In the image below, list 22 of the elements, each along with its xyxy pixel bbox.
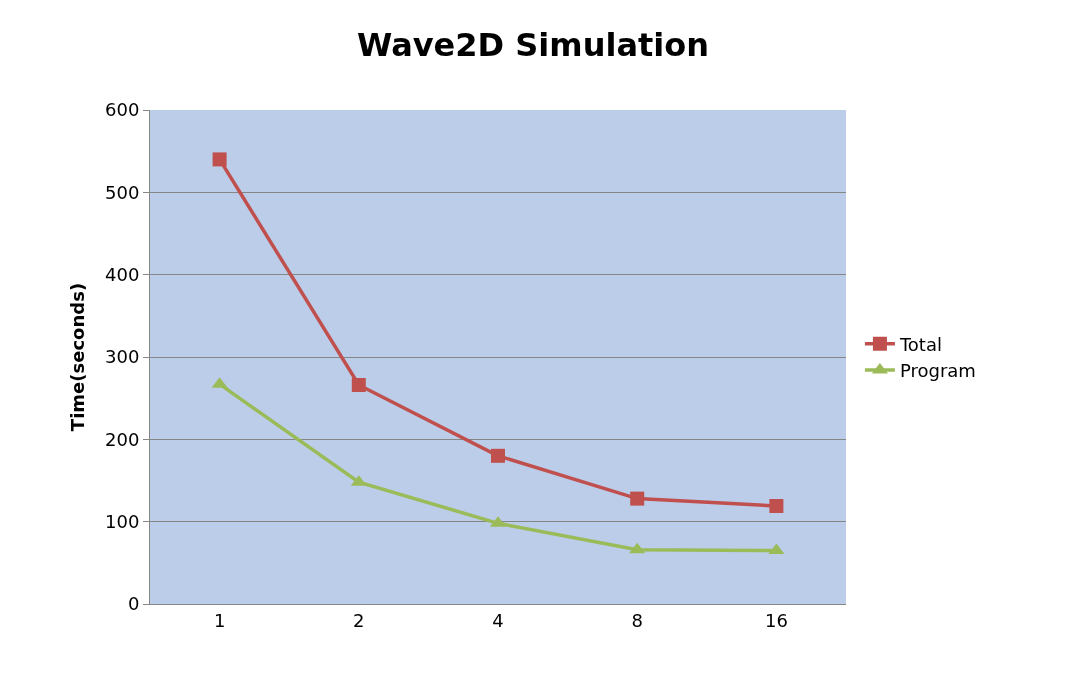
y-tick-label: 0 — [127, 593, 140, 615]
x-tick-label: 16 — [764, 609, 788, 631]
point — [630, 491, 645, 506]
x-tick-label: 1 — [213, 609, 226, 631]
y-tick-label: 300 — [105, 346, 140, 368]
legend-label: Program — [899, 360, 976, 382]
point — [351, 377, 366, 392]
y-axis-title: Time(seconds) — [67, 282, 89, 432]
x-tick-label: 8 — [631, 609, 643, 631]
legend-label: Total — [898, 333, 942, 355]
chart-title: Wave2D Simulation — [356, 26, 710, 65]
point — [212, 152, 227, 167]
y-tick-label: 600 — [105, 99, 140, 121]
y-tick-label: 500 — [105, 181, 140, 203]
y-tick-label: 400 — [105, 263, 140, 285]
x-tick-label: 2 — [353, 609, 365, 631]
y-tick-label: 200 — [105, 428, 140, 450]
point — [629, 542, 646, 554]
point — [769, 499, 784, 514]
point — [491, 448, 505, 463]
y-tick-label: 100 — [105, 510, 140, 532]
x-tick-label: 4 — [492, 609, 504, 631]
